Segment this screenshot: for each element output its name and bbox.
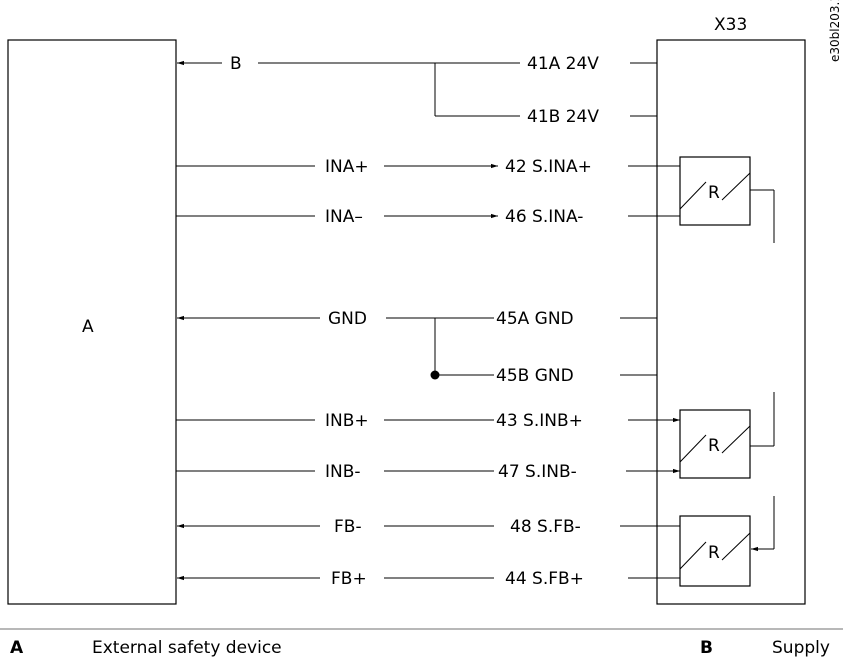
external-safety-device-box [7,39,177,605]
terminal-45b-label: 45B GND [496,366,574,386]
relay-inb [679,409,751,479]
relay-inb-label: R [708,436,720,456]
legend: A External safety device B Supply [0,628,843,666]
wiring-diagram: A X33 e30bl203.10 B 41A 24V 41B 24V INA+… [7,0,842,605]
terminal-43-label: 43 S.INB+ [496,411,583,431]
terminal-44-label: 44 S.FB+ [505,569,584,589]
terminal-41b-label: 41B 24V [527,107,599,127]
relay-fb-label: R [708,543,720,563]
legend-text-b: Supply [772,638,830,658]
fb-plus-label: FB+ [331,569,367,589]
relay-fb [679,515,751,587]
terminal-45a-label: 45A GND [496,309,574,329]
gnd-label: GND [328,309,367,329]
terminal-41a-label: 41A 24V [527,54,599,74]
device-a-label: A [82,317,94,337]
junction-dot [430,370,440,380]
inb-plus-label: INB+ [325,411,369,431]
terminal-48-label: 48 S.FB- [510,517,581,537]
terminal-42-label: 42 S.INA+ [505,157,592,177]
ina-plus-label: INA+ [325,157,369,177]
fb-minus-label: FB- [334,517,362,537]
relay-ina-label: R [708,183,720,203]
inb-minus-label: INB- [325,462,361,482]
terminal-block-label: X33 [714,15,747,35]
terminal-47-label: 47 S.INB- [498,462,577,482]
terminal-46-label: 46 S.INA- [505,207,583,227]
supply-b-label: B [230,54,242,74]
ina-minus-label: INA– [325,207,363,227]
relay-ina [679,156,751,226]
legend-text-a: External safety device [92,638,282,658]
drawing-code: e30bl203.10 [828,0,842,62]
legend-key-b: B [700,638,713,658]
terminal-block-x33 [656,39,806,605]
legend-key-a: A [10,638,24,658]
